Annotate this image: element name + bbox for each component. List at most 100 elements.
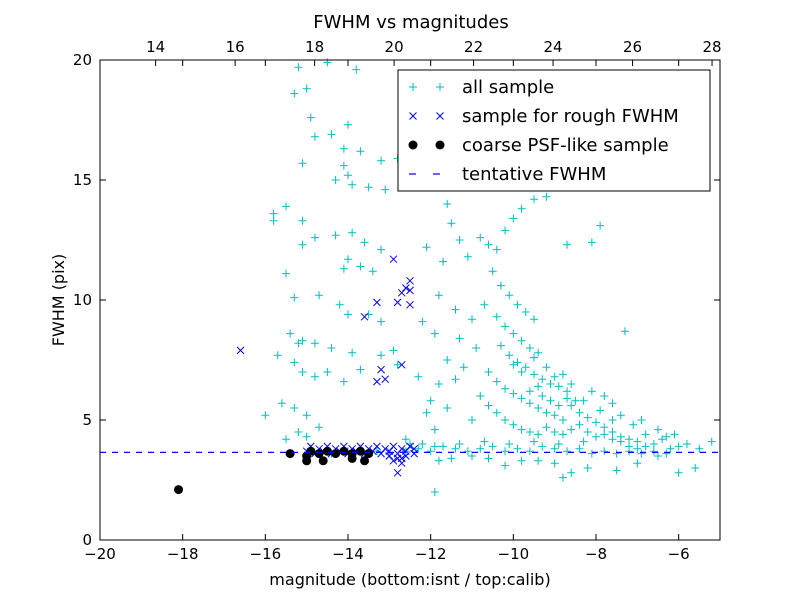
data-point [406, 276, 414, 285]
legend-item: sample for rough FWHM [409, 106, 679, 127]
data-point [530, 370, 538, 379]
data-point [501, 384, 510, 393]
data-point [344, 255, 352, 264]
top-x-tick-label: 22 [464, 38, 483, 56]
data-point [633, 444, 642, 453]
data-point [554, 401, 563, 410]
data-point [509, 329, 518, 338]
data-point [389, 442, 398, 451]
data-point [273, 351, 282, 360]
data-point [451, 305, 460, 314]
data-point [625, 435, 634, 444]
data-point [480, 300, 489, 309]
data-point [530, 437, 538, 446]
data-point [302, 411, 311, 420]
data-point [355, 446, 365, 456]
data-point [381, 375, 390, 384]
data-point [509, 214, 518, 223]
data-point [472, 344, 481, 352]
x-tick-label: −20 [84, 545, 116, 563]
data-point [625, 447, 634, 456]
data-point [426, 447, 435, 456]
data-point [455, 334, 464, 343]
legend-swatch [435, 140, 445, 150]
data-point [261, 411, 270, 420]
data-point [322, 446, 332, 456]
top-x-tick-label: 28 [703, 38, 722, 56]
data-point [406, 300, 414, 309]
data-point [484, 454, 493, 463]
data-point [658, 435, 667, 444]
data-point [670, 430, 679, 439]
data-point [612, 466, 621, 475]
data-point [439, 257, 448, 266]
data-point [558, 473, 567, 482]
data-point [463, 252, 472, 261]
data-point [269, 216, 278, 225]
data-point [455, 236, 464, 244]
data-point [616, 411, 625, 420]
data-point [306, 446, 316, 456]
data-point [422, 243, 431, 252]
data-point [538, 442, 547, 451]
data-point [546, 396, 555, 405]
data-point [468, 416, 476, 424]
legend-label: sample for rough FWHM [462, 106, 679, 127]
data-point [554, 382, 563, 391]
data-point [310, 339, 319, 348]
data-point [377, 245, 386, 254]
data-point [294, 428, 303, 436]
data-point [629, 420, 638, 429]
y-axis-label: FWHM (pix) [49, 254, 68, 347]
data-point [542, 408, 551, 417]
x-axis-label: magnitude (bottom:isnt / top:calib) [269, 570, 550, 589]
data-point [377, 365, 385, 374]
data-point [567, 401, 576, 410]
data-point [550, 428, 559, 436]
data-point [534, 456, 543, 465]
data-point [447, 219, 456, 228]
data-point [406, 286, 414, 295]
data-point [534, 430, 543, 439]
data-point [434, 291, 443, 300]
data-point [331, 449, 341, 459]
data-point [401, 435, 410, 444]
data-point [373, 298, 381, 307]
data-point [327, 130, 336, 139]
data-point [517, 425, 526, 434]
data-point [368, 267, 377, 276]
data-point [393, 298, 402, 307]
data-point [348, 180, 357, 189]
data-point [505, 291, 514, 300]
y-tick-label: 10 [73, 291, 92, 309]
data-point [360, 238, 369, 247]
data-point [372, 447, 381, 456]
data-point [501, 416, 510, 424]
data-point [455, 440, 464, 448]
data-point [310, 132, 319, 141]
data-point [236, 346, 245, 355]
data-point [550, 411, 559, 420]
data-point [468, 315, 476, 324]
data-point [430, 425, 439, 434]
data-point [484, 368, 493, 376]
data-point [339, 144, 348, 153]
data-point [373, 442, 381, 451]
data-point [538, 392, 547, 400]
data-point [377, 156, 386, 165]
data-point [397, 360, 406, 369]
data-point [654, 452, 662, 460]
data-point [501, 322, 510, 331]
data-point [484, 401, 493, 410]
data-point [360, 312, 369, 321]
data-point [476, 444, 485, 453]
data-point [505, 440, 514, 448]
data-point [521, 363, 530, 372]
data-point [517, 456, 526, 465]
data-point [290, 404, 299, 412]
data-point [434, 456, 443, 465]
data-point [393, 468, 402, 477]
data-point [443, 404, 452, 412]
data-point [600, 423, 609, 432]
data-point [666, 444, 675, 453]
